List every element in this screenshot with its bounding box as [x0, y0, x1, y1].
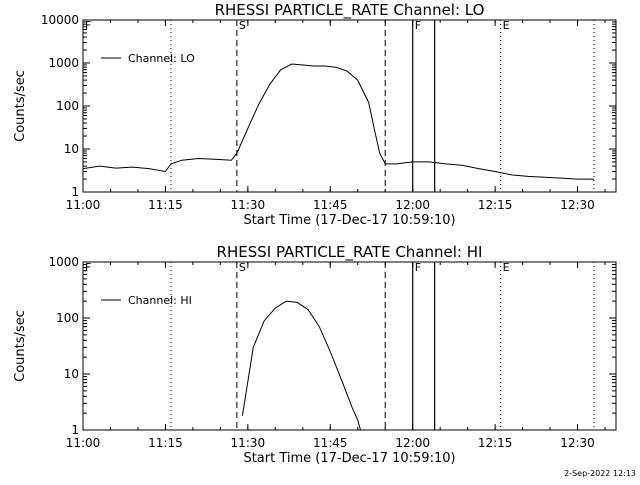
marker-label: S	[239, 261, 246, 274]
legend-label: Channel: HI	[128, 294, 192, 307]
y-tick-label: 100	[56, 311, 79, 325]
y-tick-label: 10000	[41, 13, 79, 27]
marker-label: F	[85, 261, 91, 274]
marker-label: F	[415, 19, 421, 32]
x-tick-label: 11:15	[148, 436, 183, 450]
y-axis-label: Counts/sec	[13, 310, 28, 382]
y-tick-label: 1000	[48, 56, 79, 70]
series-line	[241, 300, 361, 431]
marker-label: F	[85, 19, 91, 32]
x-tick-label: 12:15	[478, 198, 513, 212]
x-tick-label: 11:30	[231, 198, 266, 212]
y-tick-label: 10	[64, 367, 79, 381]
marker-label: F	[415, 261, 421, 274]
x-axis-label: Start Time (17-Dec-17 10:59:10)	[243, 213, 455, 228]
y-tick-label: 100	[56, 99, 79, 113]
series-line	[82, 63, 594, 180]
x-tick-label: 12:30	[560, 198, 595, 212]
x-tick-label: 11:30	[231, 436, 266, 450]
y-tick-label: 1	[71, 423, 79, 437]
y-tick-label: 10	[64, 142, 79, 156]
plot-frame	[82, 19, 617, 193]
x-axis-label: Start Time (17-Dec-17 10:59:10)	[243, 451, 455, 466]
plot-frame	[82, 261, 617, 431]
marker-label: E	[503, 19, 510, 32]
x-tick-label: 11:15	[148, 198, 183, 212]
footer-timestamp: 2-Sep-2022 12:13	[564, 469, 636, 478]
x-tick-label: 12:00	[395, 198, 430, 212]
y-tick-label: 1000	[48, 255, 79, 269]
marker-label: E	[503, 261, 510, 274]
chart-title: RHESSI PARTICLE_RATE Channel: HI	[217, 243, 483, 262]
x-tick-label: 11:00	[66, 436, 101, 450]
x-tick-label: 11:45	[313, 436, 348, 450]
x-tick-label: 12:15	[478, 436, 513, 450]
y-axis-label: Counts/sec	[13, 70, 28, 142]
x-tick-label: 11:45	[313, 198, 348, 212]
marker-label: S	[239, 19, 246, 32]
chart-title: RHESSI PARTICLE_RATE Channel: LO	[215, 1, 485, 20]
y-tick-label: 1	[71, 185, 79, 199]
x-tick-label: 12:00	[395, 436, 430, 450]
x-tick-label: 12:30	[560, 436, 595, 450]
x-tick-label: 11:00	[66, 198, 101, 212]
legend-label: Channel: LO	[128, 52, 195, 65]
